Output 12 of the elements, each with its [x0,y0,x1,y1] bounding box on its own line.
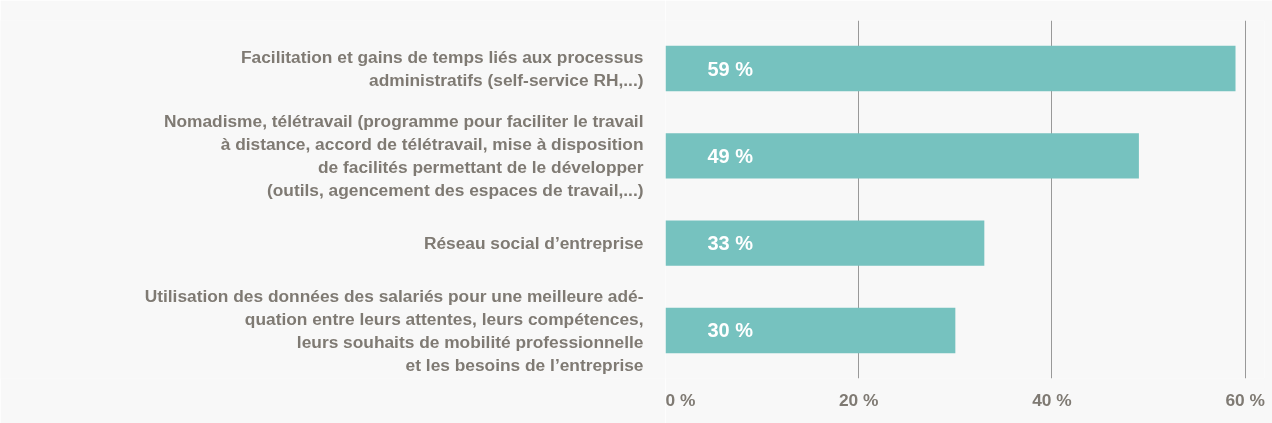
y-tick-label: Facilitation et gains de temps liés aux processus administratifs (self-service RH,...) [240,47,644,91]
x-tick-label: 60 % [1225,389,1265,410]
y-tick-label: Nomadisme, télétravail (programme pour faciliter le travail à distance, accord de télétravail, mise à disposition de facilités permettant de le développer (outils, agencement des espaces de travail,...) [163,111,644,201]
y-tick-label: Utilisation des données des salariés pour une meilleure adé- quation entre leurs attentes, leurs compétences, leurs souhaits de mobilité professionnelle et les besoins de l’entreprise [144,285,644,375]
x-tick-label: 0 % [665,389,696,410]
data-label: 33 % [707,232,754,255]
x-tick-label: 20 % [838,389,879,410]
data-label: 30 % [707,319,754,342]
data-label: 59 % [707,57,754,80]
y-tick-label: Réseau social d’entreprise [423,233,644,254]
data-label: 49 % [707,144,754,167]
x-tick-label: 40 % [1032,389,1072,410]
